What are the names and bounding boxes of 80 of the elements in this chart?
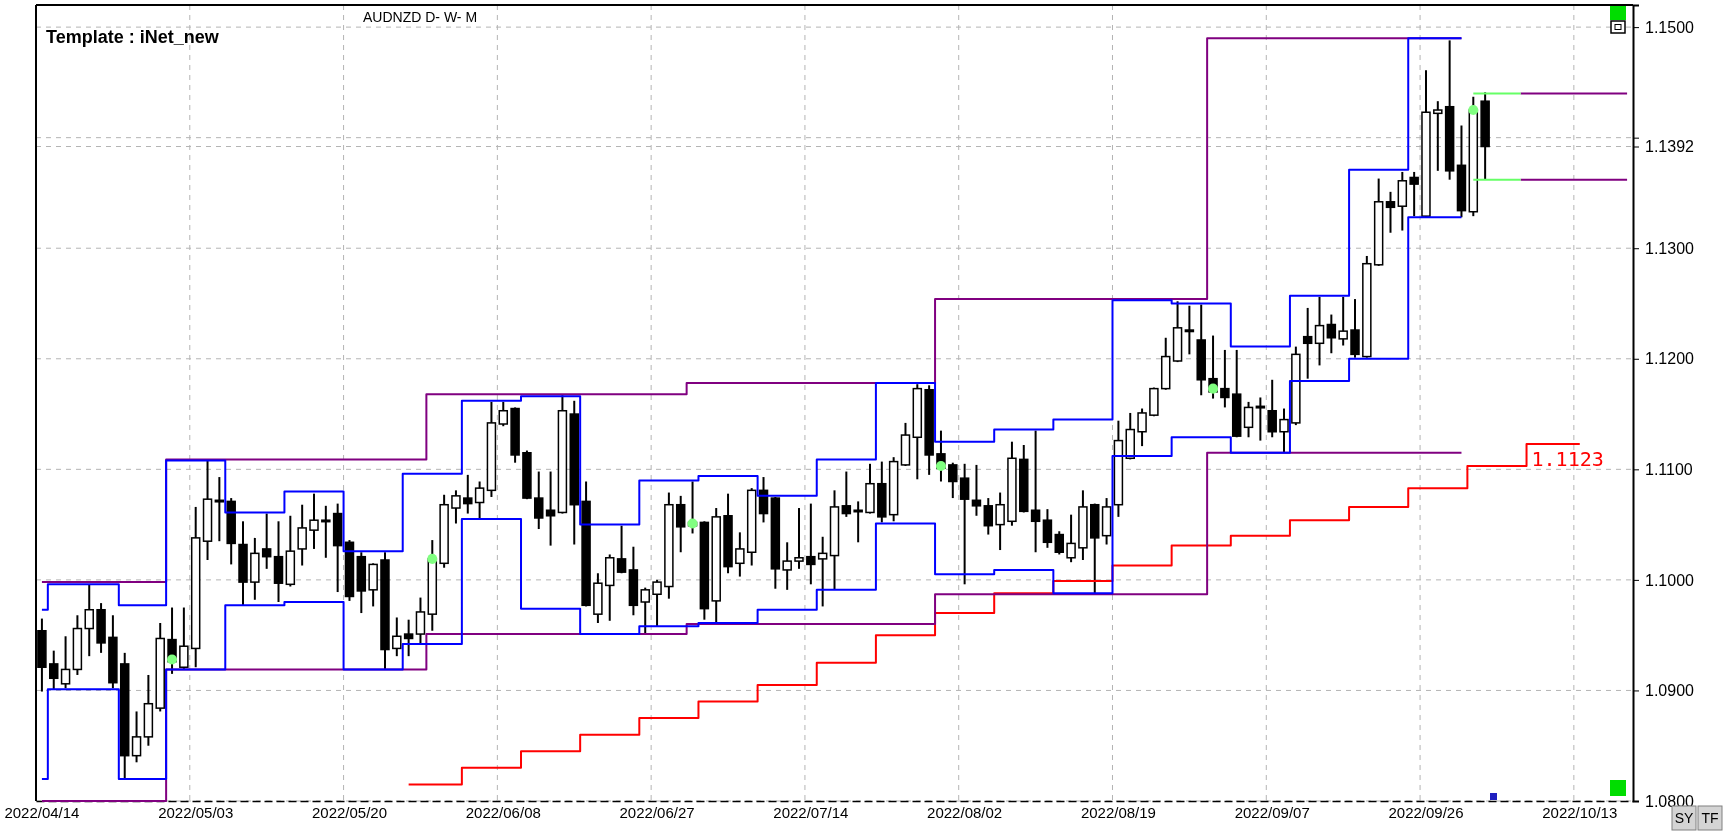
candlestick [1314, 295, 1325, 367]
point [935, 460, 947, 472]
candlestick [1042, 508, 1053, 549]
point [166, 654, 178, 665]
candlestick [971, 463, 982, 517]
candlestick [995, 491, 1005, 552]
candlestick [474, 480, 485, 521]
y-tick-label: 1.1500 [1645, 18, 1695, 36]
candlestick [1030, 429, 1041, 554]
candlestick [1267, 378, 1277, 439]
y-tick-label: 1.1100 [1645, 460, 1693, 478]
candlestick [534, 470, 544, 531]
x-tick-label: 2022/09/07 [1234, 803, 1310, 821]
x-tick-label: 2022/05/20 [311, 803, 388, 821]
chart-title: AUDNZD D- W- M [363, 9, 478, 25]
candlestick [640, 586, 650, 636]
candlestick [392, 616, 402, 658]
y-tick-label: 1.1300 [1645, 239, 1695, 257]
candlestick [1054, 530, 1065, 556]
y-tick-label: 1.0900 [1645, 682, 1695, 700]
x-tick-label: 2022/04/14 [4, 803, 80, 821]
candlestick [261, 512, 272, 570]
y-tick-label: 1.1200 [1645, 350, 1695, 368]
candlestick [1243, 400, 1254, 439]
x-tick-label: 2022/07/14 [773, 803, 849, 821]
x-tick-label: 2022/08/02 [927, 803, 1003, 821]
candlestick [415, 596, 426, 646]
candlestick [1220, 348, 1230, 409]
x-tick-label: 2022/10/13 [1542, 803, 1618, 821]
candlestick [794, 507, 804, 570]
candlestick [179, 606, 189, 671]
candlestick [1279, 407, 1289, 454]
point [1208, 383, 1219, 394]
candlestick [498, 400, 509, 428]
candlestick [806, 502, 816, 586]
candlestick [817, 535, 828, 608]
candlestick [1338, 295, 1348, 347]
candlestick [1302, 306, 1313, 380]
candlestick [675, 494, 686, 554]
x-tick-label: 2022/06/08 [465, 803, 541, 821]
candlestick [1433, 100, 1443, 172]
candlestick [1326, 313, 1337, 355]
x-tick-label: 2022/05/03 [158, 803, 234, 821]
y-tick-label: 1.1000 [1645, 571, 1695, 589]
candlestick [1255, 396, 1266, 442]
toolbar-button: TF [1697, 805, 1723, 831]
candlestick [84, 583, 94, 658]
y-tick-label: 1.1392 [1645, 138, 1695, 156]
candlestick [948, 461, 958, 500]
candlestick [463, 473, 473, 515]
candlestick [959, 462, 970, 586]
candlestick [309, 492, 319, 550]
candlestick [297, 503, 307, 567]
candlestick [403, 618, 414, 658]
annotation: 1.1123 [1531, 447, 1604, 472]
x-tick-label: 2022/08/19 [1080, 803, 1156, 821]
candlestick [131, 710, 142, 764]
candlestick [451, 489, 461, 525]
candlestick [616, 524, 627, 575]
x-tick-label: 2022/06/27 [619, 803, 695, 821]
candlestick [983, 497, 994, 536]
candlestick [321, 504, 331, 559]
candlestick [1409, 170, 1419, 218]
candlestick [545, 470, 556, 547]
candlestick [1184, 304, 1195, 356]
candlestick [782, 541, 792, 591]
candlestick [1385, 190, 1396, 234]
x-tick-label: 2022/09/26 [1388, 803, 1464, 821]
candlestick [853, 500, 863, 544]
candlestick [60, 635, 71, 690]
candlestick [1066, 513, 1076, 564]
candlestick [735, 531, 745, 578]
point [427, 553, 438, 564]
point [1468, 104, 1479, 116]
candlestick [214, 476, 225, 543]
candlestick [841, 470, 852, 518]
candlestick [48, 649, 59, 691]
candlestick [1137, 407, 1147, 448]
text: Template : iNet_new [46, 27, 220, 47]
candlestick [652, 578, 662, 628]
